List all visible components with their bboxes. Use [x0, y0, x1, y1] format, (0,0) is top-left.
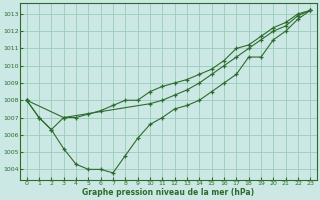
- X-axis label: Graphe pression niveau de la mer (hPa): Graphe pression niveau de la mer (hPa): [83, 188, 255, 197]
